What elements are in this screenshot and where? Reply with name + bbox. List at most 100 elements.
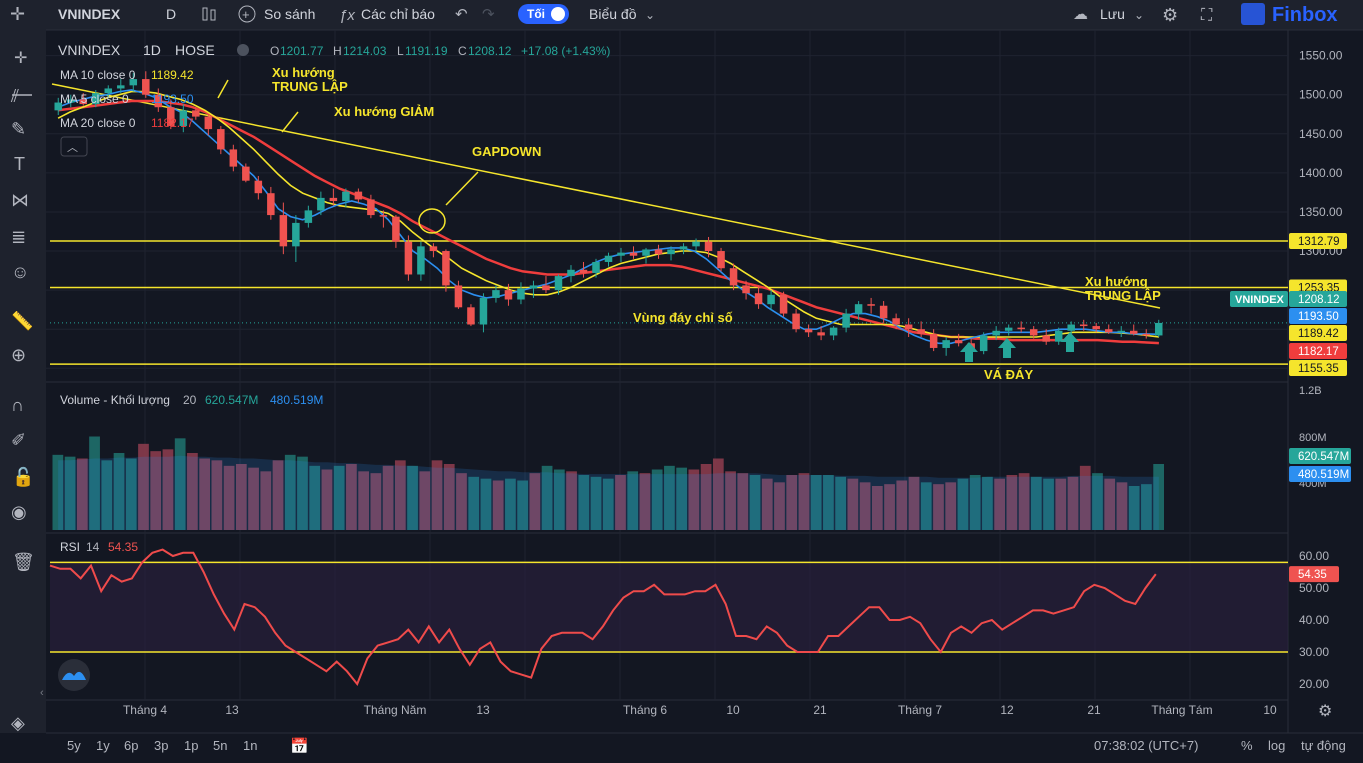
- candle[interactable]: [417, 241, 425, 281]
- layers-icon[interactable]: ◈: [11, 713, 25, 733]
- candle[interactable]: [1067, 321, 1075, 336]
- candle[interactable]: [1054, 327, 1063, 345]
- candle[interactable]: [1154, 319, 1163, 338]
- candle[interactable]: [792, 308, 800, 333]
- redo-icon[interactable]: ↷: [482, 6, 495, 23]
- candle[interactable]: [104, 85, 113, 98]
- brush-icon[interactable]: ✎: [11, 119, 26, 139]
- candle[interactable]: [129, 72, 138, 92]
- chart-type-button[interactable]: Biểu đồ: [589, 6, 637, 22]
- candle[interactable]: [79, 93, 88, 106]
- candle[interactable]: [442, 249, 450, 292]
- candle[interactable]: [592, 258, 600, 278]
- range-button[interactable]: 6p: [124, 738, 138, 753]
- candle[interactable]: [354, 188, 363, 203]
- candle[interactable]: [467, 304, 475, 327]
- scale-option-button[interactable]: log: [1268, 738, 1285, 753]
- candle[interactable]: [604, 252, 613, 267]
- candle[interactable]: [667, 246, 675, 261]
- scale-option-button[interactable]: tự động: [1301, 738, 1346, 753]
- time-axis[interactable]: Tháng 4 13 Tháng Năm 13 Tháng 6 10 21 Tháng 7 12…: [123, 703, 1277, 717]
- candle[interactable]: [679, 243, 688, 255]
- candle[interactable]: [67, 94, 75, 108]
- candle[interactable]: [204, 115, 213, 136]
- undo-icon[interactable]: ↶: [455, 6, 468, 23]
- text-tool-icon[interactable]: T: [14, 154, 25, 174]
- candle[interactable]: [492, 285, 500, 303]
- axis-settings-icon[interactable]: ⚙: [1318, 703, 1332, 720]
- candle[interactable]: [329, 188, 338, 206]
- candle[interactable]: [1092, 322, 1100, 333]
- candle[interactable]: [1142, 329, 1150, 339]
- candle[interactable]: [829, 326, 838, 341]
- candle[interactable]: [817, 326, 825, 341]
- range-button[interactable]: 3p: [154, 738, 168, 753]
- candle[interactable]: [567, 265, 575, 283]
- candle[interactable]: [1117, 326, 1125, 338]
- candle[interactable]: [779, 291, 788, 317]
- settings-icon[interactable]: ⚙: [1162, 5, 1178, 25]
- symbol-search[interactable]: VNINDEX: [58, 6, 121, 22]
- candle[interactable]: [767, 290, 775, 311]
- candle[interactable]: [1042, 329, 1050, 345]
- candle[interactable]: [217, 125, 225, 155]
- candle[interactable]: [379, 210, 388, 228]
- candle[interactable]: [892, 313, 900, 330]
- candle[interactable]: [804, 324, 813, 338]
- candle[interactable]: [242, 163, 250, 183]
- candle[interactable]: [867, 297, 875, 314]
- candle[interactable]: [1129, 324, 1138, 336]
- candle[interactable]: [879, 301, 888, 323]
- candle[interactable]: [929, 329, 938, 352]
- candle[interactable]: [192, 107, 200, 120]
- candle[interactable]: [254, 176, 263, 200]
- candle[interactable]: [954, 333, 963, 347]
- candle[interactable]: [479, 293, 488, 333]
- candle[interactable]: [142, 71, 150, 98]
- fib-icon[interactable]: ≣: [11, 227, 26, 247]
- candle[interactable]: [517, 282, 525, 305]
- candle[interactable]: [842, 308, 850, 333]
- range-button[interactable]: 5y: [67, 738, 81, 753]
- magnet-icon[interactable]: ∩: [11, 395, 24, 415]
- add-symbol-icon[interactable]: ✛: [10, 4, 25, 24]
- candle[interactable]: [317, 191, 325, 216]
- indicators-button[interactable]: Các chỉ báo: [361, 6, 435, 22]
- crosshair-icon[interactable]: ✛: [14, 50, 27, 67]
- candle[interactable]: [554, 274, 563, 295]
- rsi-path[interactable]: [49, 548, 1157, 686]
- eye-icon[interactable]: ◉: [11, 502, 27, 522]
- lock-drawing-icon[interactable]: ✐: [11, 430, 26, 450]
- price-axis[interactable]: 1550.001500.001450.001400.001350.001300.…: [1230, 49, 1347, 376]
- candle[interactable]: [629, 246, 638, 259]
- lock-icon[interactable]: 🔓: [12, 466, 34, 487]
- range-button[interactable]: 1p: [184, 738, 198, 753]
- candle[interactable]: [367, 194, 375, 219]
- candle[interactable]: [342, 188, 350, 208]
- zoom-icon[interactable]: ⊕: [11, 345, 26, 365]
- range-button[interactable]: 5n: [213, 738, 227, 753]
- candle[interactable]: [729, 263, 738, 291]
- ma20-line[interactable]: [57, 99, 1159, 345]
- candle[interactable]: [617, 247, 625, 262]
- candle[interactable]: [854, 301, 863, 320]
- pattern-icon[interactable]: ⋈: [11, 190, 29, 210]
- candle[interactable]: [942, 337, 950, 356]
- candle[interactable]: [404, 235, 413, 281]
- candle[interactable]: [279, 202, 288, 255]
- candle[interactable]: [654, 244, 663, 259]
- candle[interactable]: [1004, 324, 1013, 336]
- candle[interactable]: [304, 205, 313, 228]
- candle[interactable]: [717, 247, 725, 272]
- candle[interactable]: [642, 247, 650, 264]
- candle[interactable]: [229, 144, 238, 172]
- fullscreen-icon[interactable]: ⛶: [1201, 7, 1213, 24]
- downtrend-line[interactable]: [51, 83, 1161, 309]
- collapse-legend-button[interactable]: [60, 136, 88, 157]
- candle[interactable]: [692, 238, 700, 252]
- candle[interactable]: [579, 261, 588, 278]
- candle[interactable]: [267, 186, 275, 220]
- candle[interactable]: [454, 280, 463, 309]
- candles-icon[interactable]: [202, 7, 216, 21]
